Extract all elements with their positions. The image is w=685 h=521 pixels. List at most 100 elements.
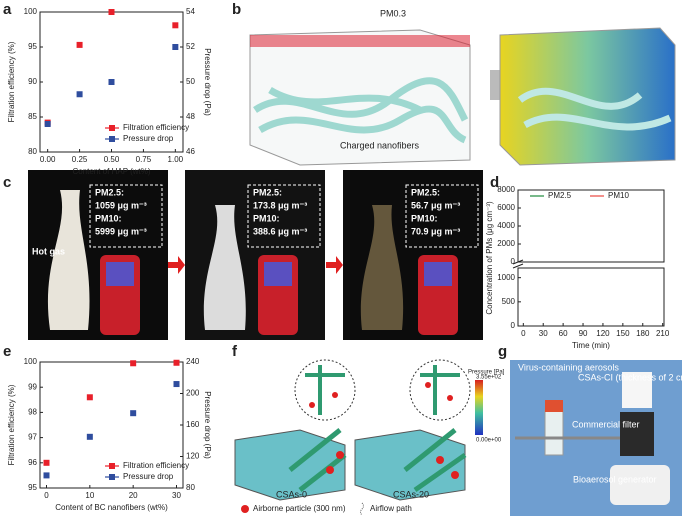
legend-label: Airborne particle (300 nm) — [253, 504, 346, 513]
y-tick-label: 100 — [24, 7, 38, 16]
y-tick-label: 0 — [511, 257, 516, 266]
x-axis-label: Content of HAP (wt%) — [72, 167, 150, 176]
legend-label: PM10 — [608, 191, 629, 200]
y2-tick-label: 52 — [186, 42, 195, 51]
reading: 5999 μg m⁻³ — [95, 226, 147, 236]
reading: 388.6 μg m⁻³ — [253, 226, 307, 236]
panel-label: d — [490, 174, 499, 191]
marker — [172, 44, 179, 50]
scale-max: 3.55e+02 — [476, 375, 502, 381]
y-tick-label: 90 — [28, 77, 37, 86]
x-tick-label: 1.00 — [168, 155, 184, 164]
y-tick-label: 6000 — [497, 203, 515, 212]
marker — [43, 472, 50, 479]
marker — [172, 22, 179, 29]
reading: PM2.5: — [253, 187, 282, 197]
annotation: PM0.3 — [380, 8, 406, 18]
y-tick-label: 4000 — [497, 221, 515, 230]
y2-tick-label: 200 — [186, 389, 200, 398]
panel-label: a — [3, 1, 12, 18]
x-tick-label: 0 — [44, 491, 49, 500]
y-tick-label: 99 — [28, 382, 37, 391]
legend-marker — [109, 463, 115, 469]
y2-tick-label: 54 — [186, 7, 195, 16]
reading: PM2.5: — [95, 187, 124, 197]
legend-label: Pressure drop — [123, 134, 174, 143]
y-tick-label: 95 — [28, 483, 37, 492]
reading: 1059 μg m⁻³ — [95, 200, 147, 210]
x-tick-label: 30 — [172, 491, 181, 500]
marker — [173, 381, 180, 388]
y2-tick-label: 46 — [186, 147, 195, 156]
y2-axis-label: Pressure drop (Pa) — [203, 48, 212, 116]
photo-series — [28, 170, 483, 340]
x-tick-label: 150 — [616, 329, 630, 338]
simulation-illustration — [249, 27, 676, 166]
reading: PM2.5: — [411, 187, 440, 197]
scale-min: 0.00e+00 — [476, 438, 502, 444]
annotation: Commercial filter — [572, 419, 640, 429]
x-tick-label: 180 — [636, 329, 650, 338]
panel-label: f — [232, 343, 238, 360]
y-tick-label: 500 — [502, 297, 516, 306]
reading: 70.9 μg m⁻³ — [411, 226, 460, 236]
panel-label: g — [498, 343, 507, 360]
annotation: CSAs-CI (thickness of 2 cm) — [578, 372, 685, 382]
marker — [86, 433, 93, 440]
y-tick-label: 2000 — [497, 239, 515, 248]
y2-tick-label: 80 — [186, 483, 195, 492]
legend-label: Pressure drop — [123, 472, 174, 481]
x-tick-label: 20 — [129, 491, 138, 500]
y2-axis-label: Pressure drop (Pa) — [203, 391, 212, 459]
x-tick-label: 210 — [656, 329, 670, 338]
legend-label: PM2.5 — [548, 191, 572, 200]
x-tick-label: 0.00 — [40, 155, 56, 164]
y-tick-label: 1000 — [497, 273, 515, 282]
y-tick-label: 0 — [511, 321, 516, 330]
y-tick-label: 8000 — [497, 185, 515, 194]
legend-label: Filtration efficiency — [123, 123, 189, 132]
marker — [130, 360, 137, 367]
annotation: Virus-containing aerosols — [518, 362, 619, 372]
reading: 173.8 μg m⁻³ — [253, 200, 307, 210]
marker — [173, 359, 180, 366]
x-tick-label: 90 — [579, 329, 588, 338]
annotation: CSAs-20 — [393, 489, 429, 499]
marker — [76, 91, 83, 98]
marker — [130, 410, 137, 417]
panel-label: e — [3, 343, 11, 360]
legend-marker — [109, 136, 115, 142]
legend-label: Filtration efficiency — [123, 461, 189, 470]
panel-label: b — [232, 1, 241, 18]
simulation-illustration — [234, 359, 483, 516]
x-tick-label: 120 — [596, 329, 610, 338]
reading: PM10: — [411, 213, 438, 223]
scale-title: Pressure [Pa] — [468, 370, 505, 376]
y-tick-label: 80 — [28, 147, 37, 156]
x-tick-label: 0 — [521, 329, 526, 338]
y-axis-label: Filtration efficiency (%) — [7, 384, 16, 465]
annotation: CSAs-0 — [276, 489, 307, 499]
x-axis-label: Time (min) — [572, 341, 610, 350]
legend-label: Airflow path — [370, 504, 412, 513]
marker — [44, 121, 51, 127]
x-axis-label: Content of BC nanofibers (wt%) — [55, 503, 168, 512]
legend-marker — [109, 474, 115, 480]
y-axis-label: Filtration efficiency (%) — [7, 41, 16, 122]
annotation: Bioaerosol generator — [573, 474, 657, 484]
x-tick-label: 30 — [539, 329, 548, 338]
x-tick-label: 10 — [85, 491, 94, 500]
y2-tick-label: 160 — [186, 420, 200, 429]
reading: PM10: — [253, 213, 280, 223]
panel-label: c — [3, 174, 11, 191]
plot-frame — [517, 189, 665, 263]
annotation: Charged nanofibers — [340, 140, 420, 150]
y-tick-label: 100 — [24, 357, 38, 366]
annotation: Hot gas — [32, 246, 65, 256]
x-tick-label: 0.25 — [72, 155, 88, 164]
marker — [76, 41, 83, 48]
x-tick-label: 60 — [559, 329, 568, 338]
y-tick-label: 95 — [28, 42, 37, 51]
reading: PM10: — [95, 213, 122, 223]
